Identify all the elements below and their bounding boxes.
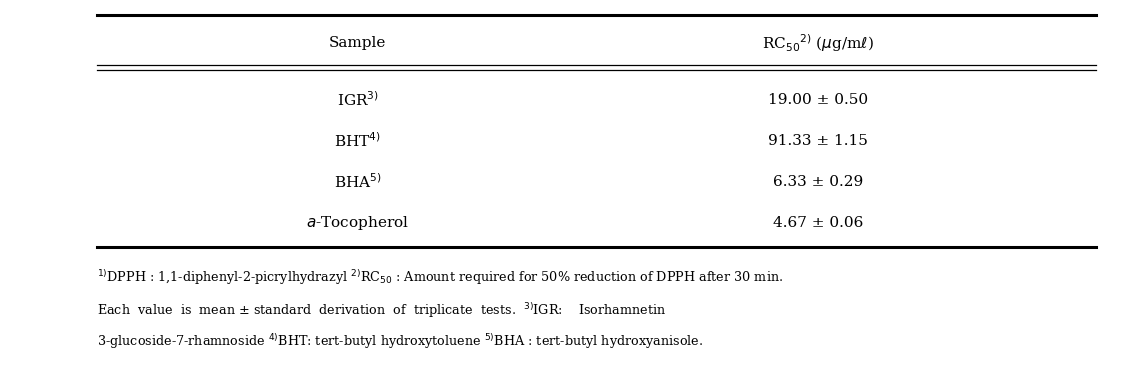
Text: 4.67 ± 0.06: 4.67 ± 0.06 — [772, 216, 863, 230]
Text: BHT$^{4)}$: BHT$^{4)}$ — [334, 131, 382, 150]
Text: Sample: Sample — [329, 36, 386, 50]
Text: Each  value  is  mean $\pm$ standard  derivation  of  triplicate  tests.  $^{3)}: Each value is mean $\pm$ standard deriva… — [97, 301, 666, 320]
Text: 19.00 ± 0.50: 19.00 ± 0.50 — [768, 93, 868, 107]
Text: RC$_{50}$$^{2)}$ ($\mu$g/m$\ell$): RC$_{50}$$^{2)}$ ($\mu$g/m$\ell$) — [762, 32, 874, 54]
Text: 6.33 ± 0.29: 6.33 ± 0.29 — [772, 175, 863, 189]
Text: $\it{a}$-Tocopherol: $\it{a}$-Tocopherol — [307, 214, 409, 232]
Text: 91.33 ± 1.15: 91.33 ± 1.15 — [768, 134, 868, 148]
Text: BHA$^{5)}$: BHA$^{5)}$ — [334, 172, 382, 191]
Text: $^{1)}$DPPH : 1,1-diphenyl-2-picrylhydrazyl $^{2)}$RC$_{50}$ : Amount required f: $^{1)}$DPPH : 1,1-diphenyl-2-picrylhydra… — [97, 268, 783, 287]
Text: IGR$^{3)}$: IGR$^{3)}$ — [337, 91, 378, 109]
Text: 3-glucoside-7-rhamnoside $^{4)}$BHT: tert-butyl hydroxytoluene $^{5)}$BHA : tert: 3-glucoside-7-rhamnoside $^{4)}$BHT: ter… — [97, 333, 703, 352]
